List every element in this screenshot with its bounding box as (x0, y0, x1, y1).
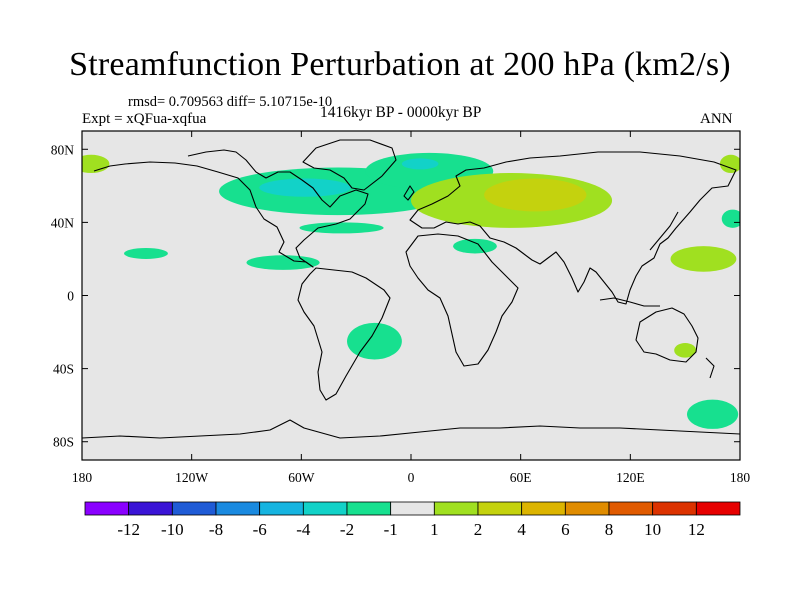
colorbar-label: -4 (296, 520, 311, 539)
colorbar-label: -1 (384, 520, 398, 539)
x-tick-label: 180 (730, 470, 751, 485)
coast-south-america (297, 267, 391, 401)
contour-region-2 (259, 178, 351, 197)
colorbar-label: 6 (561, 520, 570, 539)
coast-australia (635, 307, 699, 363)
colorbar-swatch-6 (346, 501, 392, 516)
coast-antarctica (82, 419, 740, 439)
colorbar-swatch-12 (608, 501, 654, 516)
colorbar-label: 8 (605, 520, 614, 539)
coast-new-zealand (705, 357, 715, 379)
colorbar-swatch-2 (171, 501, 217, 516)
coast-indonesia (599, 297, 660, 307)
colorbar-label: -12 (117, 520, 140, 539)
colorbar-swatch-7 (390, 501, 435, 516)
colorbar-label: -10 (161, 520, 184, 539)
x-tick-label: 120E (616, 470, 645, 485)
colorbar-label: -2 (340, 520, 354, 539)
coast-greenland (302, 139, 397, 191)
colorbar-swatch-0 (84, 501, 130, 516)
colorbar-label: 4 (517, 520, 526, 539)
x-axis: 180 120W 60W 0 60E 120E 180 (72, 131, 751, 485)
colorbar-label: 2 (474, 520, 483, 539)
y-tick-label: 40N (51, 215, 75, 230)
contour-region-3 (401, 158, 439, 170)
x-tick-label: 180 (72, 470, 93, 485)
contour-region-8 (453, 238, 497, 254)
colorbar-label: 12 (688, 520, 705, 539)
colorbar-swatch-8 (433, 501, 479, 516)
coast-north-america (93, 149, 369, 268)
colorbar-swatch-14 (695, 501, 741, 516)
x-tick-label: 60W (288, 470, 315, 485)
contour-region-5 (246, 255, 320, 270)
contour-region-16 (721, 209, 740, 228)
contour-region-14 (82, 154, 110, 174)
colorbar-label: 1 (430, 520, 439, 539)
colorbar-swatch-11 (564, 501, 610, 516)
coast-africa (405, 233, 519, 367)
coast-japan (649, 211, 679, 251)
x-tick-label: 120W (175, 470, 208, 485)
contour-region-7 (347, 322, 402, 360)
contour-region-13 (670, 246, 737, 272)
coastlines (82, 139, 740, 439)
contour-region-4 (299, 222, 384, 234)
contour-region-10 (686, 399, 739, 429)
x-tick-label: 60E (510, 470, 532, 485)
contour-region-6 (124, 247, 168, 259)
y-tick-label: 40S (53, 362, 74, 377)
stats-line: rmsd= 0.709563 diff= 5.10715e-10 (128, 94, 333, 110)
colorbar-label: 10 (644, 520, 661, 539)
colorbar-label: -6 (253, 520, 267, 539)
y-tick-label: 80S (53, 435, 74, 450)
colorbar-swatch-5 (302, 501, 348, 516)
coast-eurasia (409, 151, 737, 305)
colorbar-swatch-13 (652, 501, 697, 516)
contour-regions (82, 152, 740, 429)
x-tick-label: 0 (408, 470, 415, 485)
contour-region-9 (674, 343, 697, 358)
contour-region-15 (719, 154, 740, 174)
contour-region-12 (484, 178, 587, 212)
season-label: ANN (700, 111, 733, 127)
colorbar: -12 -10 -8 -6 -4 -2 -1 1 2 4 6 8 10 12 (84, 501, 741, 539)
y-tick-label: 0 (67, 289, 74, 304)
period-line: 1416kyr BP - 0000kyr BP (320, 104, 482, 121)
y-axis: 80N 40N 0 40S 80S (51, 142, 740, 450)
experiment-line: Expt = xQFua-xqfua (82, 111, 207, 127)
colorbar-swatch-10 (521, 501, 566, 516)
colorbar-swatch-1 (128, 501, 173, 516)
y-tick-label: 80N (51, 142, 75, 157)
plot-title: Streamfunction Perturbation at 200 hPa (… (69, 46, 731, 83)
colorbar-swatch-9 (477, 501, 523, 516)
colorbar-label: -8 (209, 520, 223, 539)
colorbar-swatch-3 (215, 501, 261, 516)
colorbar-swatch-4 (259, 501, 304, 516)
coast-uk (403, 185, 415, 201)
